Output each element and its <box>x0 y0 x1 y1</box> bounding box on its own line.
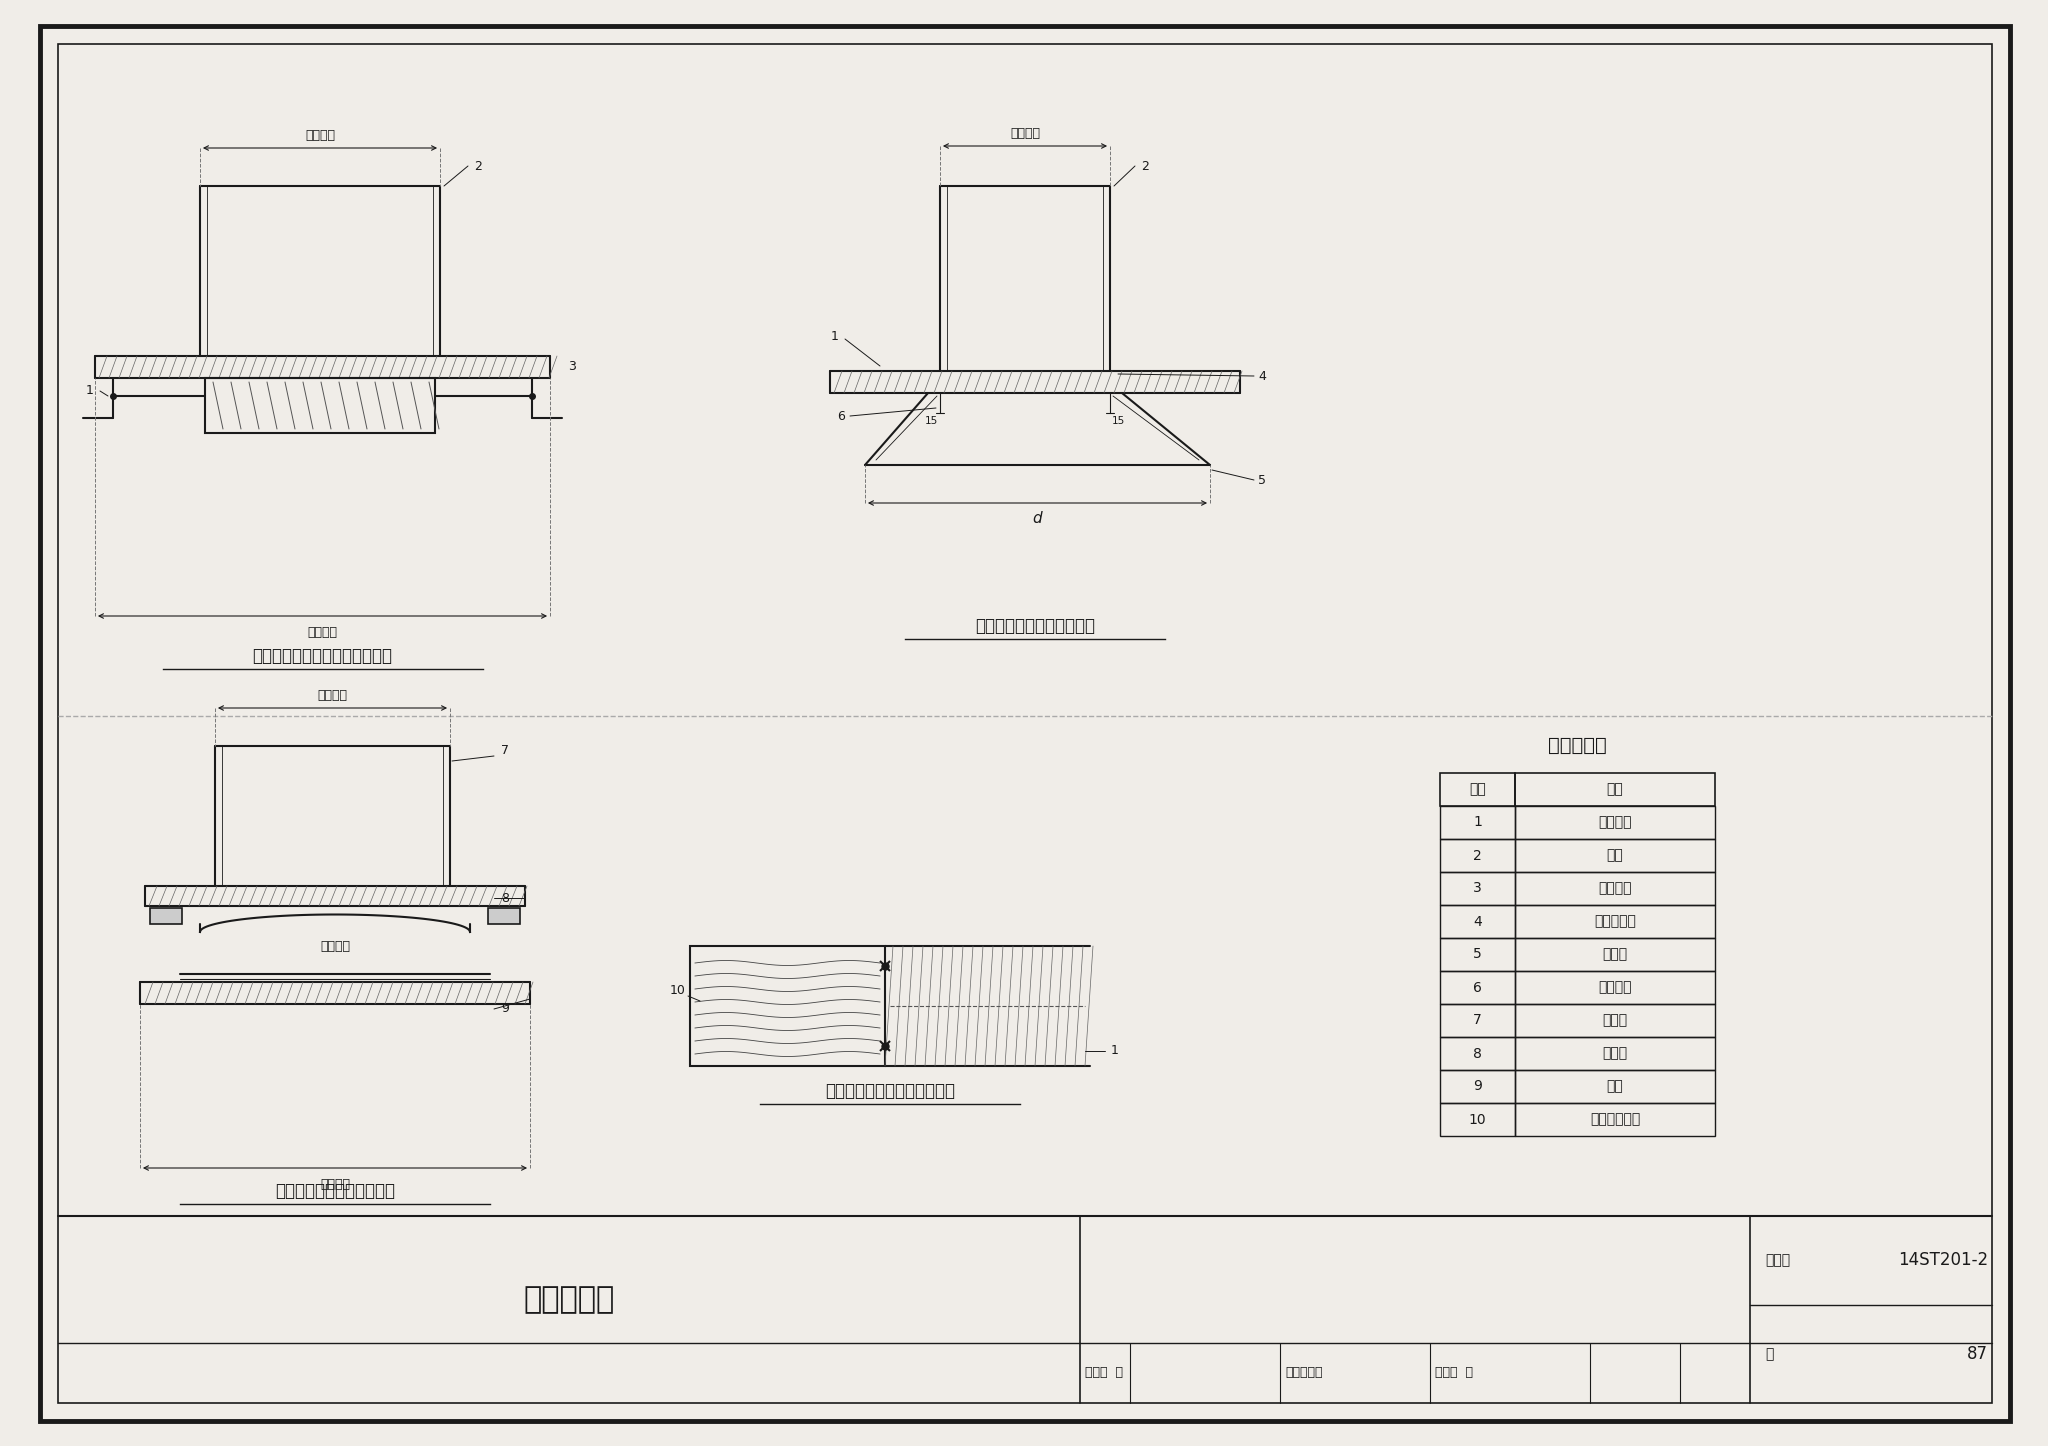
Text: 吊顶龙骨: 吊顶龙骨 <box>1597 882 1632 895</box>
Bar <box>690 946 885 1066</box>
Bar <box>1516 1004 1714 1037</box>
Text: 15: 15 <box>926 416 938 427</box>
Text: 散流器设在龙骨上固定安装: 散流器设在龙骨上固定安装 <box>274 1181 395 1200</box>
Text: 图集号: 图集号 <box>1765 1254 1790 1267</box>
Text: 8: 8 <box>1473 1047 1483 1060</box>
Text: 吊顶: 吊顶 <box>1606 1080 1624 1093</box>
Text: 2: 2 <box>1141 159 1149 172</box>
Bar <box>1516 839 1714 872</box>
Text: 5: 5 <box>1257 473 1266 486</box>
Bar <box>1440 972 1516 1004</box>
Text: 14ST201-2: 14ST201-2 <box>1898 1251 1989 1270</box>
Text: 3: 3 <box>567 360 575 373</box>
Text: 硅酸盐板内框: 硅酸盐板内框 <box>1589 1112 1640 1126</box>
Text: 风口尺寸: 风口尺寸 <box>319 940 350 953</box>
Bar <box>1440 872 1516 905</box>
Text: 圆形散流器与风道固定安装: 圆形散流器与风道固定安装 <box>975 617 1096 635</box>
Text: 编号: 编号 <box>1468 782 1487 797</box>
Text: 名称对照表: 名称对照表 <box>1548 736 1608 755</box>
Bar <box>1440 774 1516 805</box>
Bar <box>1440 905 1516 938</box>
Bar <box>1516 905 1714 938</box>
Bar <box>1516 805 1714 839</box>
Text: 风管尺寸: 风管尺寸 <box>1010 127 1040 140</box>
Text: 1: 1 <box>831 330 840 343</box>
Text: 散流器安装: 散流器安装 <box>524 1285 614 1314</box>
Text: 名称: 名称 <box>1606 782 1624 797</box>
Text: 风管尺寸: 风管尺寸 <box>317 688 348 701</box>
Text: 9: 9 <box>502 1002 510 1015</box>
Bar <box>1516 872 1714 905</box>
Bar <box>1440 1004 1516 1037</box>
Bar <box>150 908 182 924</box>
Text: 3: 3 <box>1473 882 1483 895</box>
Text: 8: 8 <box>502 892 510 905</box>
Text: 4: 4 <box>1257 370 1266 383</box>
Text: 风口连接管: 风口连接管 <box>1593 914 1636 928</box>
Text: 校对赵东明: 校对赵东明 <box>1284 1366 1323 1379</box>
Bar <box>1440 1103 1516 1137</box>
Text: 1: 1 <box>1473 816 1483 830</box>
Text: 7: 7 <box>502 745 510 758</box>
Bar <box>1516 938 1714 972</box>
Text: 方形散流器叶片与边框固定安装: 方形散流器叶片与边框固定安装 <box>252 646 393 665</box>
Text: 审核崔  震: 审核崔 震 <box>1085 1366 1122 1379</box>
Bar <box>1440 1070 1516 1103</box>
Text: 1: 1 <box>1112 1044 1118 1057</box>
Text: 6: 6 <box>1473 980 1483 995</box>
Text: 15: 15 <box>1112 416 1124 427</box>
Text: 10: 10 <box>670 985 686 998</box>
Text: 2: 2 <box>1473 849 1483 862</box>
Bar <box>1440 1037 1516 1070</box>
Text: 4: 4 <box>1473 914 1483 928</box>
Text: 设计王  倩: 设计王 倩 <box>1436 1366 1473 1379</box>
Text: d: d <box>1032 510 1042 526</box>
Text: 吊顶板: 吊顶板 <box>1602 947 1628 962</box>
Text: 87: 87 <box>1966 1345 1989 1362</box>
Bar <box>487 908 520 924</box>
Text: 大龙骨: 大龙骨 <box>1602 1047 1628 1060</box>
Text: 5: 5 <box>1473 947 1483 962</box>
Bar <box>1516 774 1714 805</box>
Text: 洞口尺寸: 洞口尺寸 <box>307 626 338 639</box>
Text: 风口尺寸: 风口尺寸 <box>305 129 336 142</box>
Text: 洞口尺寸: 洞口尺寸 <box>319 1178 350 1192</box>
Text: 风口裙边: 风口裙边 <box>1597 980 1632 995</box>
Text: 散流器叶片与边框分离式安装: 散流器叶片与边框分离式安装 <box>825 1082 954 1100</box>
Bar <box>1516 1070 1714 1103</box>
Bar <box>205 377 434 432</box>
Text: 7: 7 <box>1473 1014 1483 1028</box>
Bar <box>1440 805 1516 839</box>
Text: 自攻螺丝: 自攻螺丝 <box>1597 816 1632 830</box>
Text: 小龙骨: 小龙骨 <box>1602 1014 1628 1028</box>
Text: 9: 9 <box>1473 1080 1483 1093</box>
Text: 页: 页 <box>1765 1346 1774 1361</box>
Text: 风管: 风管 <box>1606 849 1624 862</box>
Text: 6: 6 <box>838 409 846 422</box>
Bar <box>1516 1103 1714 1137</box>
Bar <box>1516 1037 1714 1070</box>
Text: 2: 2 <box>473 159 481 172</box>
Text: 1: 1 <box>86 385 94 398</box>
Bar <box>1440 839 1516 872</box>
Bar <box>1440 938 1516 972</box>
Text: 10: 10 <box>1468 1112 1487 1126</box>
Bar <box>1516 972 1714 1004</box>
